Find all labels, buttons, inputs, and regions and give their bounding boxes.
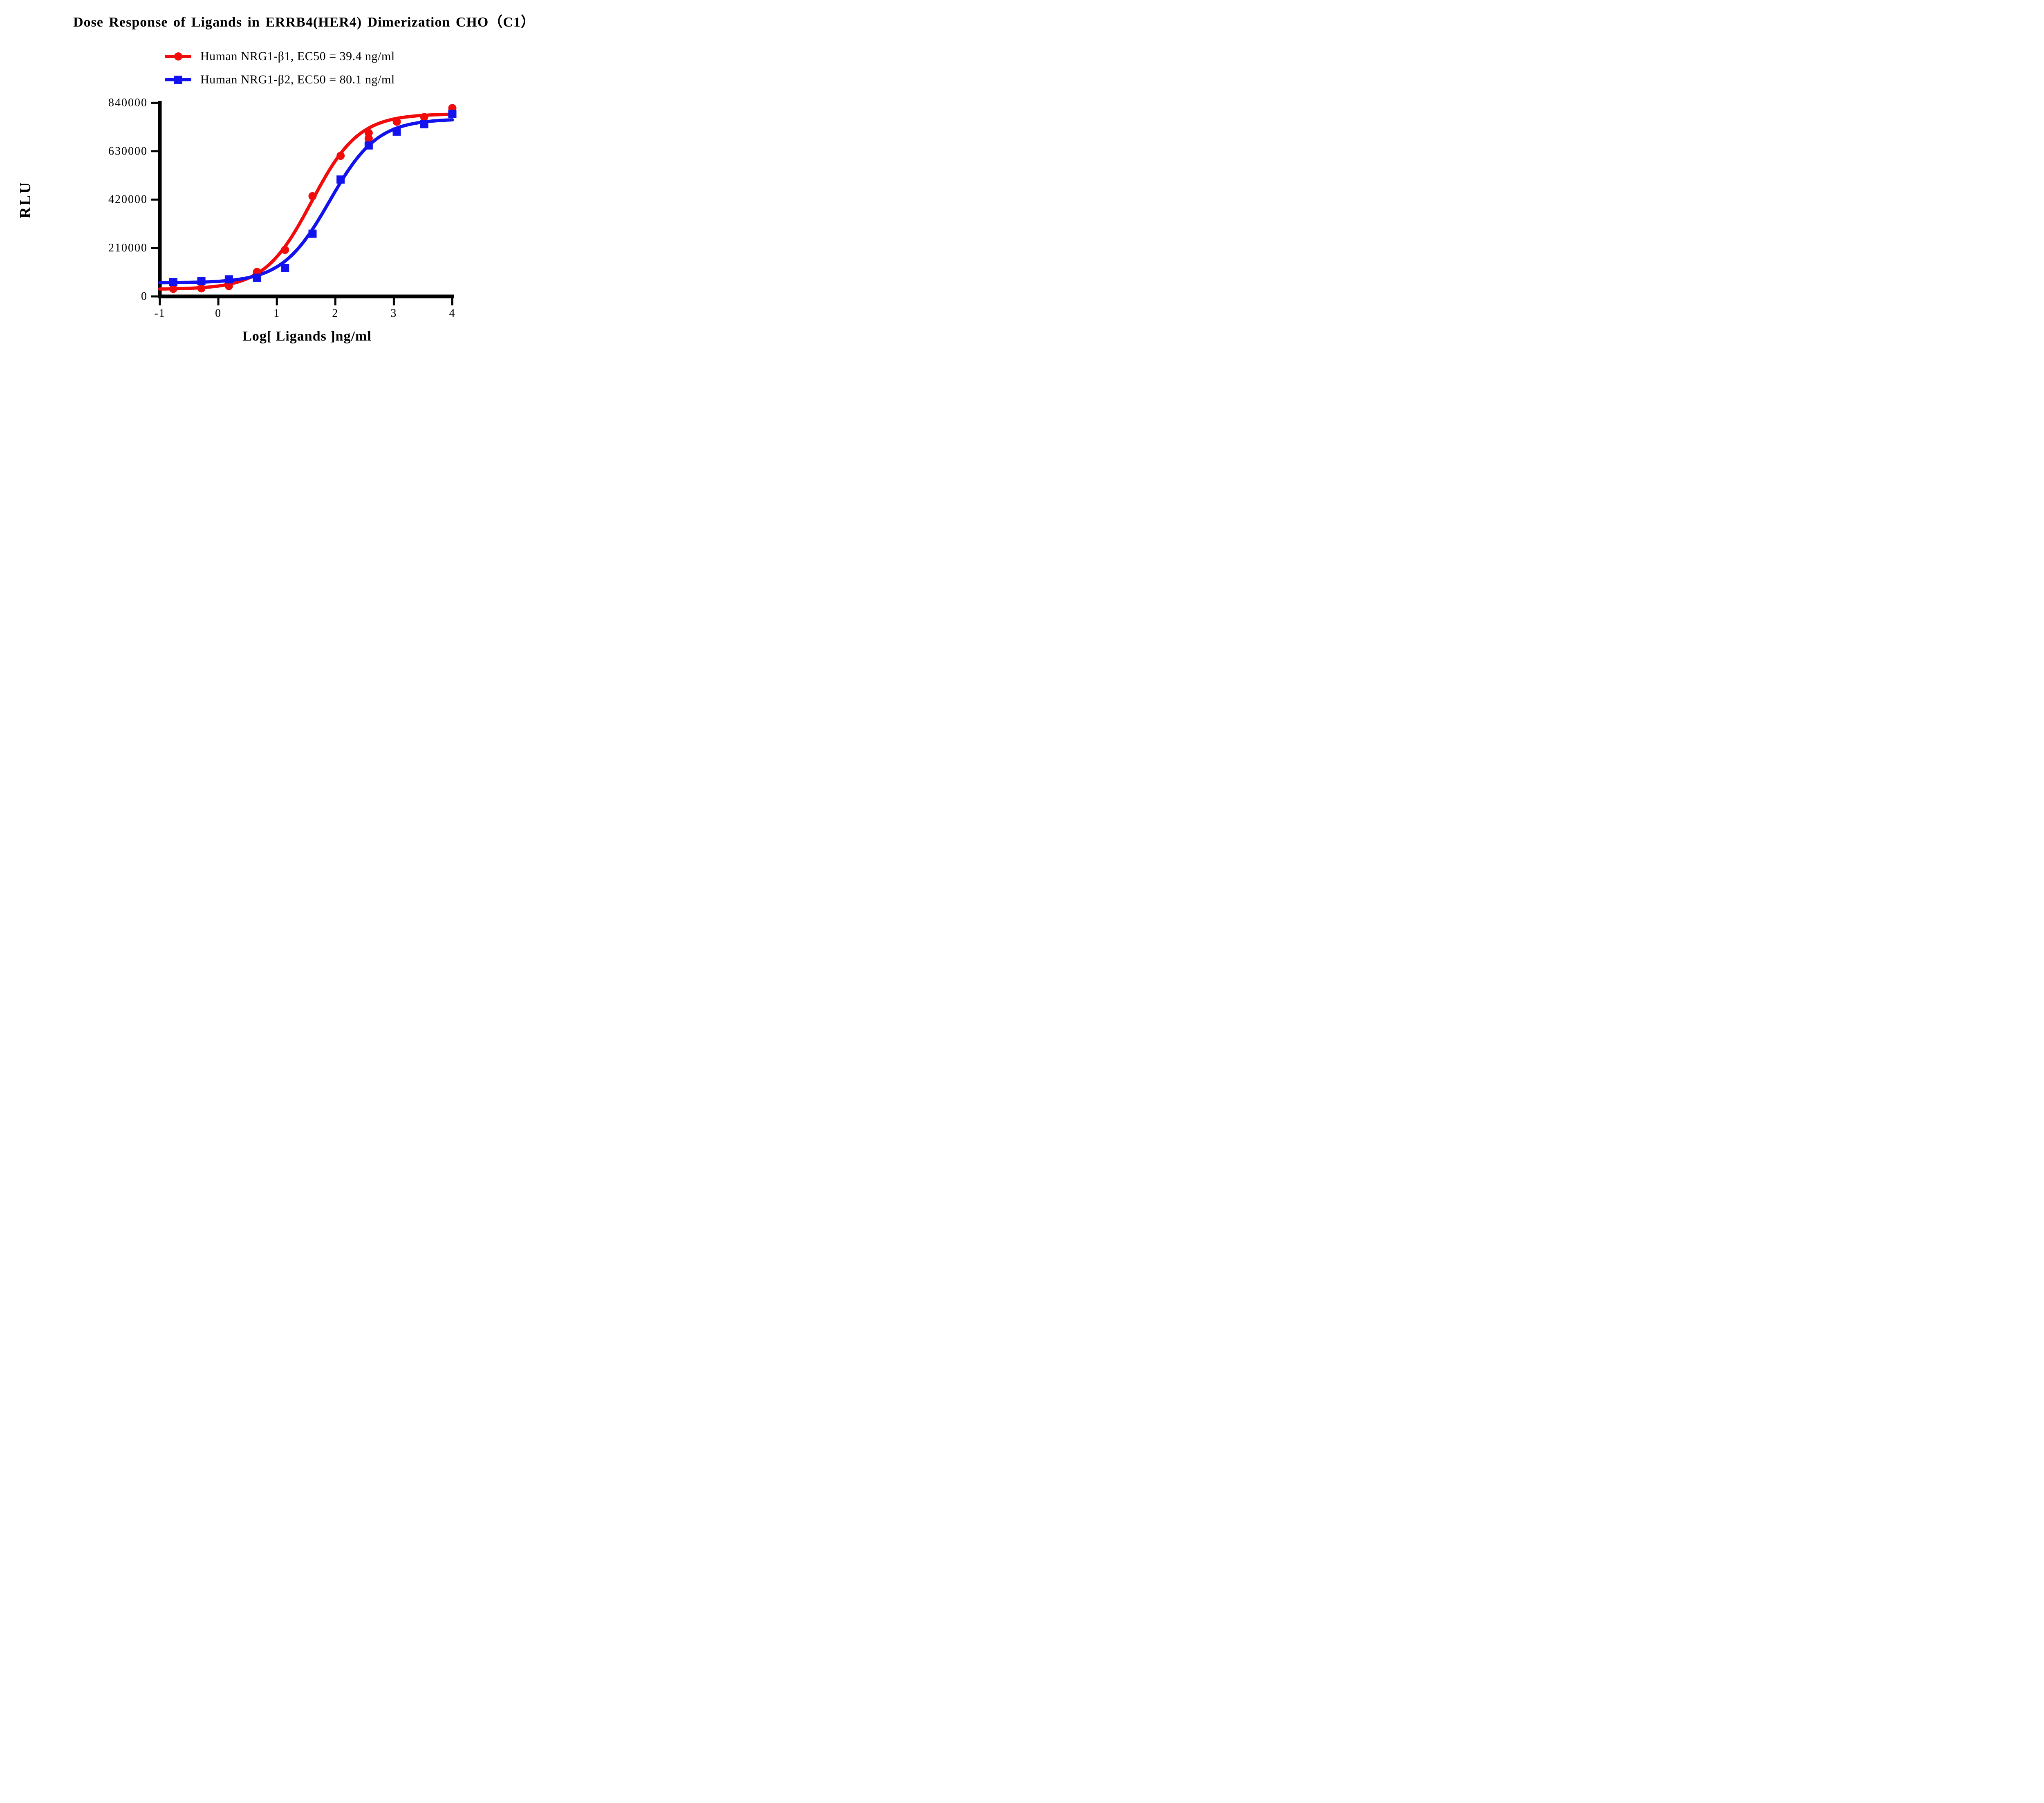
series-0-point — [308, 192, 317, 200]
y-tick-label: 630000 — [108, 145, 148, 157]
series-1-point — [448, 110, 457, 118]
x-tick — [276, 298, 278, 305]
legend-marker-blue-square — [165, 76, 191, 84]
plot-area: 0 210000 420000 630000 840000 -1 0 1 2 3 4 — [108, 96, 457, 320]
y-axis-spine — [158, 101, 162, 298]
series-1-point — [281, 264, 289, 272]
y-tick-label: 840000 — [108, 96, 148, 109]
series-0-point — [336, 152, 345, 160]
series-1-point — [364, 141, 373, 150]
x-tick — [334, 298, 336, 305]
legend-marker-red-circle — [165, 52, 191, 61]
series-1-point — [253, 274, 261, 282]
x-tick-label: 1 — [273, 307, 280, 320]
y-tick — [151, 198, 158, 201]
series-1-point — [336, 175, 345, 184]
x-tick — [392, 298, 395, 305]
series-0-point — [392, 117, 401, 126]
series-0-point — [224, 282, 233, 290]
x-tick-label: 4 — [449, 307, 456, 320]
series-1-point — [224, 275, 233, 284]
series-1-curve — [158, 118, 454, 285]
legend-item-nrg1-b1: Human NRG1-β1, EC50 = 39.4 ng/ml — [165, 47, 395, 65]
y-tick — [151, 101, 158, 104]
dose-response-chart: Dose Response of Ligands in ERRB4(HER4) … — [0, 0, 608, 361]
y-tick-label: 420000 — [108, 193, 148, 206]
y-tick — [151, 247, 158, 249]
x-tick — [217, 298, 220, 305]
legend-item-nrg1-b2: Human NRG1-β2, EC50 = 80.1 ng/ml — [165, 71, 395, 89]
series-0-point — [420, 113, 428, 121]
chart-title: Dose Response of Ligands in ERRB4(HER4) … — [73, 15, 535, 30]
series-1-point — [308, 229, 317, 238]
y-tick — [151, 295, 158, 298]
x-axis-title: Log[ Ligands ]ng/ml — [242, 329, 372, 344]
series-1-point — [392, 127, 401, 136]
legend-label-nrg1-b2: Human NRG1-β2, EC50 = 80.1 ng/ml — [200, 73, 395, 86]
series-1-point — [169, 278, 177, 287]
x-tick — [451, 298, 453, 305]
x-axis-spine — [158, 294, 454, 298]
x-tick — [159, 298, 161, 305]
series-0-point — [364, 129, 373, 137]
series-0-curve — [158, 112, 454, 291]
x-tick-label: 0 — [215, 307, 222, 320]
series-1-point — [420, 120, 428, 128]
series-0-point — [281, 246, 289, 254]
y-tick — [151, 150, 158, 152]
y-tick-label: 0 — [141, 290, 148, 303]
series-0-point — [197, 284, 206, 293]
series-0-point — [169, 285, 177, 293]
x-tick-label: 2 — [332, 307, 338, 320]
series-1-point — [197, 277, 206, 285]
legend-label-nrg1-b1: Human NRG1-β1, EC50 = 39.4 ng/ml — [200, 49, 395, 63]
x-tick-label: -1 — [154, 307, 165, 320]
y-tick-label: 210000 — [108, 242, 148, 254]
x-tick-label: 3 — [390, 307, 397, 320]
